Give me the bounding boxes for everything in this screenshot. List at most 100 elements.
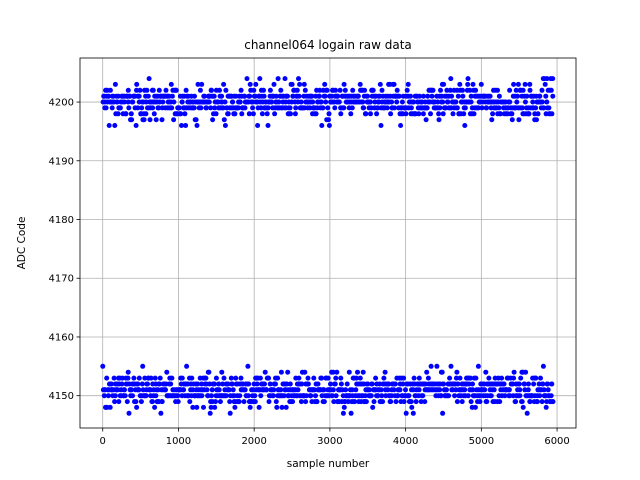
data-point: [225, 381, 231, 387]
data-point: [540, 363, 546, 369]
data-point: [540, 381, 546, 387]
data-point: [374, 111, 380, 117]
data-point: [511, 375, 517, 381]
data-point: [119, 381, 125, 387]
data-point: [441, 381, 447, 387]
data-point: [473, 375, 479, 381]
data-point: [348, 111, 354, 117]
data-point: [255, 123, 261, 128]
data-point: [448, 363, 454, 369]
data-point: [206, 99, 212, 105]
data-point: [311, 387, 317, 393]
data-point: [252, 399, 258, 405]
data-point: [278, 387, 284, 393]
data-point: [507, 99, 513, 105]
data-point: [296, 93, 302, 99]
y-tick-label: 4150: [49, 391, 74, 402]
data-point: [424, 369, 430, 375]
data-point: [548, 87, 554, 93]
data-point: [386, 381, 392, 387]
data-point: [483, 369, 489, 375]
data-point: [299, 381, 305, 387]
data-point: [429, 93, 435, 99]
data-point: [267, 381, 273, 387]
data-point: [360, 99, 366, 105]
data-point: [237, 99, 243, 105]
data-point: [257, 375, 263, 381]
data-point: [136, 387, 142, 393]
data-point: [283, 404, 289, 410]
data-point: [362, 87, 368, 93]
x-tick-label: 6000: [544, 436, 569, 447]
data-point: [370, 87, 376, 93]
data-point: [542, 81, 548, 87]
data-point: [350, 87, 356, 93]
x-axis-ticks: 0 1000 2000 3000 4000 5000 6000: [100, 428, 570, 447]
data-point: [104, 375, 110, 381]
data-point: [125, 87, 131, 93]
data-point: [258, 105, 264, 111]
data-point: [160, 99, 166, 105]
data-point: [398, 123, 404, 128]
data-point: [527, 87, 533, 93]
data-point: [278, 369, 284, 375]
data-point: [484, 399, 490, 405]
data-point: [105, 393, 111, 399]
data-point: [247, 404, 253, 410]
data-point: [465, 393, 471, 399]
data-point: [381, 375, 387, 381]
data-point: [230, 99, 236, 105]
data-point: [221, 81, 227, 87]
data-point: [157, 381, 162, 387]
data-point: [169, 105, 175, 111]
data-point: [470, 381, 475, 387]
data-point: [375, 393, 381, 399]
data-point: [462, 105, 468, 111]
data-point: [163, 87, 169, 93]
data-point: [233, 375, 239, 381]
data-point: [487, 93, 493, 99]
data-point: [282, 76, 288, 82]
data-point: [457, 81, 463, 87]
data-point: [550, 76, 556, 82]
data-point: [524, 410, 530, 416]
data-point: [346, 369, 352, 375]
data-point: [371, 399, 377, 405]
data-point: [123, 111, 129, 117]
data-point: [241, 399, 247, 405]
data-point: [370, 404, 376, 410]
data-point: [140, 363, 146, 369]
data-point: [434, 363, 440, 369]
data-point: [319, 375, 325, 381]
data-point: [288, 111, 293, 117]
data-point: [219, 369, 225, 375]
data-point: [216, 387, 222, 393]
data-point: [482, 387, 488, 393]
data-point: [138, 399, 144, 405]
data-point: [544, 76, 550, 82]
data-point: [321, 387, 327, 393]
data-point: [425, 375, 431, 381]
data-point: [489, 117, 495, 123]
data-point: [523, 369, 529, 375]
data-point: [213, 111, 219, 117]
data-point: [342, 87, 348, 93]
data-point: [468, 399, 474, 405]
data-point: [495, 87, 500, 93]
data-point: [328, 381, 333, 387]
data-point: [135, 105, 141, 111]
data-point: [297, 81, 303, 87]
data-point: [468, 99, 474, 105]
data-point: [416, 375, 422, 381]
data-point: [128, 387, 134, 393]
data-point: [232, 111, 238, 117]
data-point: [440, 410, 446, 416]
data-point: [460, 87, 465, 93]
data-point: [537, 393, 543, 399]
data-point: [546, 105, 552, 111]
data-point: [239, 111, 245, 117]
data-point: [471, 111, 477, 117]
data-point: [158, 410, 164, 416]
data-point: [270, 393, 276, 399]
data-point: [516, 117, 522, 123]
